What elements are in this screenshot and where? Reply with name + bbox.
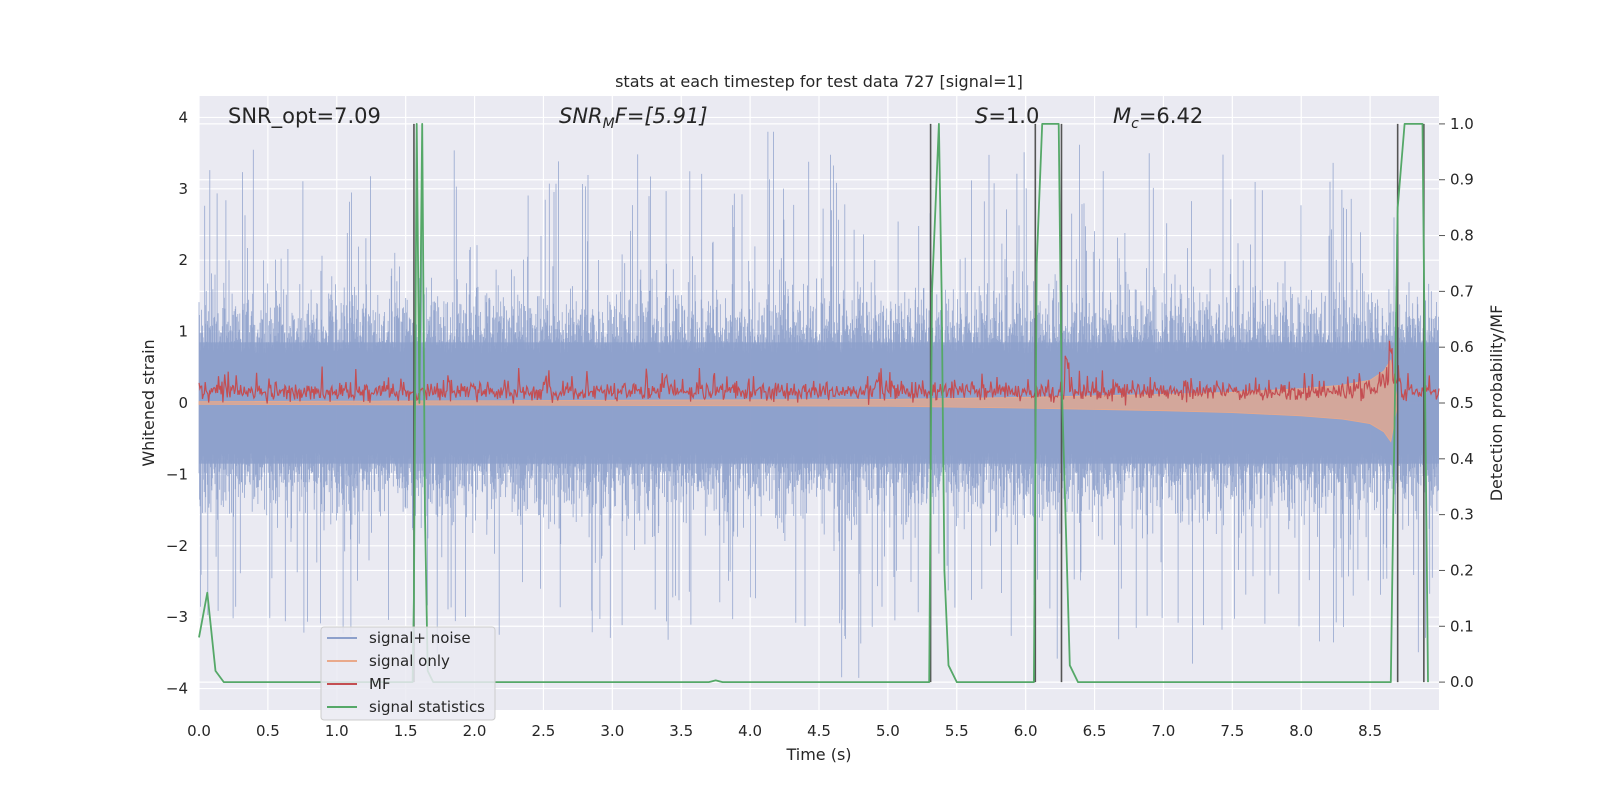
x-tick-label: 3.5 [669,722,693,740]
y-tick-label: 4 [178,108,188,126]
x-tick-label: 3.0 [600,722,624,740]
y-tick-labels: 4 3 2 1 0 −1 −2 −3 −4 [166,108,188,697]
x-tick-label: 2.5 [532,722,556,740]
x-tick-label: 5.5 [945,722,969,740]
annotation-mc: Mc=6.42 [1113,104,1203,132]
x-tick-label: 6.0 [1014,722,1038,740]
y-tick-label: 0 [178,394,188,412]
y-tick-label: 1 [178,323,188,341]
annotation-s: S=1.0 [975,104,1039,128]
y2-tick-label: 0.6 [1450,338,1474,356]
annotation-snr-opt: SNR_opt=7.09 [228,104,381,129]
y2-tick-label: 1.0 [1450,115,1474,133]
y-tick-label: −1 [166,465,188,483]
x-axis-label: Time (s) [785,745,851,764]
y2-tick-label: 0.5 [1450,394,1474,412]
legend-label-signal: signal only [369,652,450,670]
y-tick-label: 3 [178,180,188,198]
x-tick-label: 1.0 [325,722,349,740]
x-tick-label: 7.5 [1220,722,1244,740]
signal-statistics-trace [198,123,1429,683]
y-tick-label: −2 [166,537,188,555]
x-tick-labels: 0.0 0.5 1.0 1.5 2.0 2.5 3.0 3.5 4.0 4.5 5.0 5.5 6.0 6… [187,722,1382,740]
x-tick-label: 2.0 [463,722,487,740]
legend: signal+ noise signal only MF signal stat… [320,626,496,721]
mf-trace [198,340,1440,406]
mf-series [198,340,1440,406]
x-tick-label: 4.0 [738,722,762,740]
y-tick-label: −4 [166,680,188,698]
x-tick-label: 5.0 [876,722,900,740]
chart-title: stats at each timestep for test data 727… [615,72,1023,91]
x-tick-label: 8.0 [1289,722,1313,740]
legend-box [320,626,496,721]
y2-tick-label: 0.3 [1450,506,1474,524]
y-tick-label: 2 [178,251,188,269]
x-tick-label: 4.5 [807,722,831,740]
y2-axis-label: Detection probability/MF [1487,305,1506,502]
legend-label-stats: signal statistics [369,698,485,716]
x-tick-label: 0.5 [256,722,280,740]
y2-tick-label: 0.8 [1450,227,1474,245]
y2-tick-label: 0.2 [1450,561,1474,579]
y-tick-label: −3 [166,608,188,626]
y2-tick-label: 0.9 [1450,171,1474,189]
x-tick-label: 0.0 [187,722,211,740]
signal-statistics-series [198,123,1429,683]
x-tick-label: 7.0 [1152,722,1176,740]
y-axis-label: Whitened strain [139,339,158,466]
annotation-snr-mf: SNRMF=[5.91] [559,104,708,132]
x-tick-label: 8.5 [1358,722,1382,740]
x-tick-label: 6.5 [1083,722,1107,740]
y2-tick-labels: 1.0 0.9 0.8 0.7 0.6 0.5 0.4 0.3 0.2 0.1 0.0 [1439,115,1474,691]
y2-tick-label: 0.0 [1450,673,1474,691]
y2-tick-label: 0.4 [1450,450,1474,468]
legend-label-mf: MF [369,675,391,693]
legend-label-noise: signal+ noise [369,629,471,647]
x-tick-label: 1.5 [394,722,418,740]
y2-tick-label: 0.1 [1450,617,1474,635]
y2-tick-label: 0.7 [1450,282,1474,300]
